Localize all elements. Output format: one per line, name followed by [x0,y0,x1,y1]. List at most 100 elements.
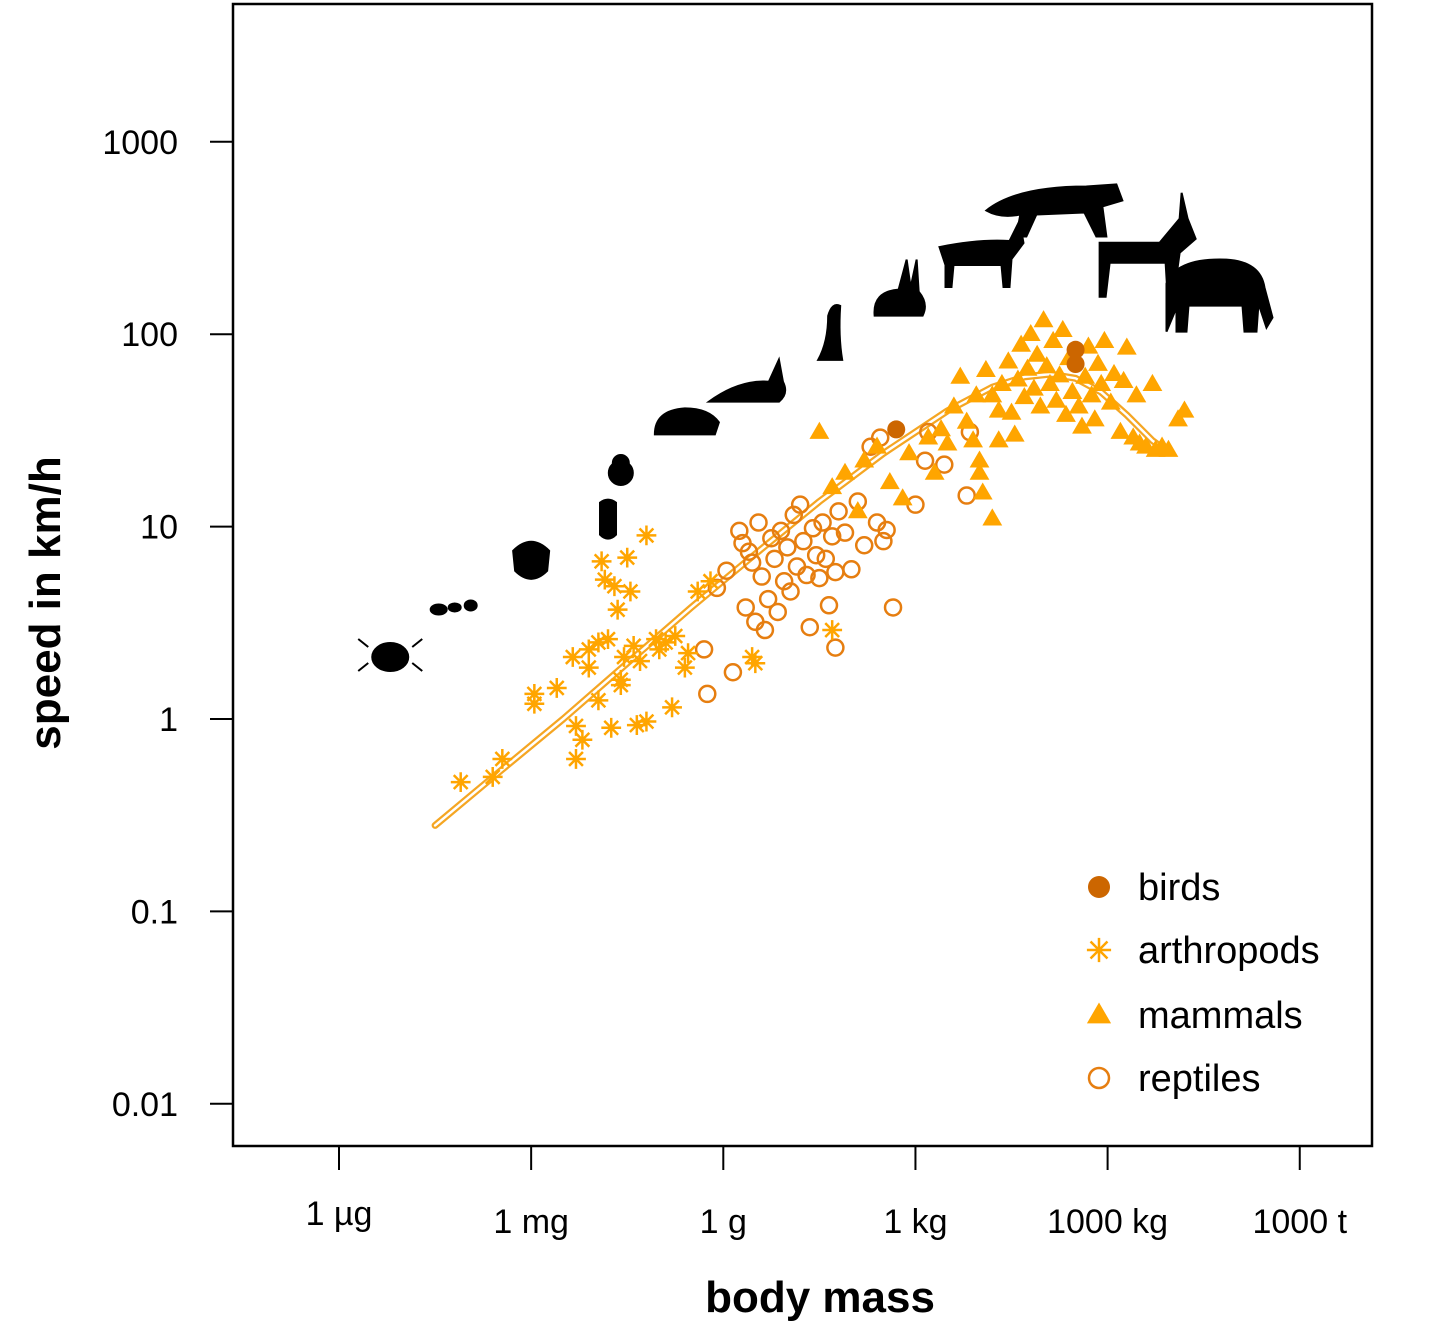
mammals-point [1168,409,1188,427]
legend: birds arthropods mammals reptiles [1086,867,1320,1100]
y-tick-label: 10 [140,509,178,547]
legend-label: birds [1138,867,1220,909]
arthropods-point [646,629,666,650]
arthropods-point [578,639,599,660]
reptiles-point [819,596,839,615]
arthropods-point [742,647,763,667]
reptiles-point [854,535,874,555]
mammals-point [956,411,977,429]
arthropods-point [630,651,650,671]
x-axis-title: body mass [705,1273,935,1322]
reptiles-point [797,565,816,585]
arthropods-point [604,576,625,597]
mammals-point [899,443,919,461]
mammals-point [1116,337,1137,355]
mammals-point [976,359,996,378]
mammals-point [918,427,939,445]
mammals-point [822,477,843,495]
reptiles-point [883,598,903,617]
mammals-point [963,430,983,448]
ferret-silhouette-icon [816,304,844,361]
y-axis: 1000 100 10 1 0.1 0.01 [102,124,233,1124]
legend-marker-reptiles [1087,1066,1111,1090]
elephant-silhouette-icon [1165,258,1274,333]
x-tick-label: 1 kg [883,1203,947,1241]
mammals-point [1011,334,1032,352]
mammals-point [1056,404,1076,422]
reptiles-point [755,620,775,640]
mammals-point [835,462,855,480]
fit-curve-center [433,372,1167,827]
beetle-silhouette-icon [599,498,618,540]
mammals-point [1142,373,1163,391]
mammals-point [998,351,1019,369]
legend-label: mammals [1138,995,1303,1037]
reptiles-point [826,638,845,657]
mammals-point [1017,358,1038,376]
arthropods-point [623,635,644,656]
x-tick-label: 1000 t [1252,1203,1347,1241]
fit-curve-outline [431,370,1169,829]
mammals-point [1091,373,1112,391]
arthropods-point [572,729,593,750]
reptiles-point [810,568,829,588]
mammals-point [950,366,971,384]
mammals-point [1046,390,1067,408]
mammals-point [1110,421,1131,439]
reptiles-point [781,582,800,601]
reptiles-point [803,519,823,538]
reptiles-point [816,549,836,569]
legend-item-reptiles: reptiles [1087,1058,1261,1100]
mammals-point [1008,369,1028,387]
mammals-point [1094,330,1115,349]
arthropods-point [598,629,618,650]
hare-silhouette-icon [873,259,926,317]
mammals-point [1004,424,1025,442]
mammals-point [867,436,887,454]
reptiles-point [915,451,935,470]
reptiles-point [717,561,736,580]
reptiles-point [787,557,807,576]
legend-item-birds: birds [1088,867,1220,909]
reptiles-point [752,567,771,586]
mammals-point [931,419,951,437]
arthropods-point [745,653,766,674]
arthropods-point [626,715,647,735]
mammals-point [1049,365,1070,383]
arthropods-point [450,772,471,792]
arthropods-point [562,647,583,667]
data-points [450,310,1195,792]
arthropods-point [662,697,682,718]
mouse-silhouette-icon [653,407,720,436]
arthropods-point [617,547,638,568]
mammals-point [1113,370,1134,389]
series-arthropods [450,525,843,792]
reptiles-point [736,598,755,617]
arthropods-point [610,675,631,696]
mammals-point [937,433,958,451]
arthropods-point [524,684,545,704]
series-reptiles [694,422,980,704]
x-tick-label: 1 g [700,1203,747,1241]
mammals-point [1040,373,1060,391]
reptiles-point [723,662,743,682]
reptiles-point [829,502,848,521]
reptiles-point [707,578,727,598]
reptiles-point [835,523,855,542]
mammals-point [1027,344,1048,362]
reptiles-point [778,538,797,557]
ant-silhouette-icon [429,599,478,616]
reptiles-point [957,486,976,505]
reptiles-point [694,640,714,659]
arthropods-point [700,571,721,592]
arthropods-point [678,643,698,664]
mammals-point [1033,310,1054,328]
mammals-point [1100,392,1121,410]
y-tick-label: 100 [121,316,178,354]
mammals-point [1001,402,1022,420]
mammals-point [969,462,990,480]
spider-silhouette-icon [607,454,634,486]
cheetah-silhouette-icon [984,183,1124,238]
y-tick-label: 1000 [102,124,178,162]
